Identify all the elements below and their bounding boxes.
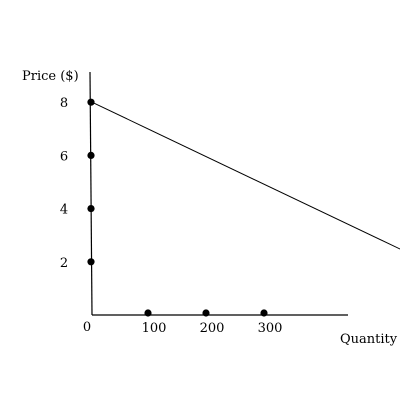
y-tick-dot: [87, 258, 95, 266]
x-tick-label: 100: [142, 321, 167, 336]
series-layer: Demand: [91, 101, 400, 250]
y-tick-dot: [87, 205, 95, 213]
y-tick-label: 2: [60, 256, 68, 271]
y-tick-dot: [87, 151, 95, 159]
origin-label: 0: [83, 320, 91, 335]
x-tick-label: 200: [200, 321, 225, 336]
y-axis-title: Price ($): [22, 69, 79, 84]
ticks-layer: 2 4 6 8 100 200 300: [60, 96, 283, 336]
series-line-0: [91, 101, 400, 250]
y-tick-label: 6: [60, 149, 68, 164]
y-tick-label: 4: [60, 203, 68, 218]
x-tick-label: 300: [258, 321, 283, 336]
axes: [89, 71, 348, 316]
x-tick-dot: [260, 309, 268, 317]
y-tick-label: 8: [60, 96, 68, 111]
x-tick-dot: [202, 309, 210, 317]
y-axis-line: [89, 71, 93, 316]
x-tick-dot: [144, 309, 152, 317]
x-axis-title: Quantity: [340, 332, 398, 347]
y-tick-dot: [87, 98, 95, 106]
